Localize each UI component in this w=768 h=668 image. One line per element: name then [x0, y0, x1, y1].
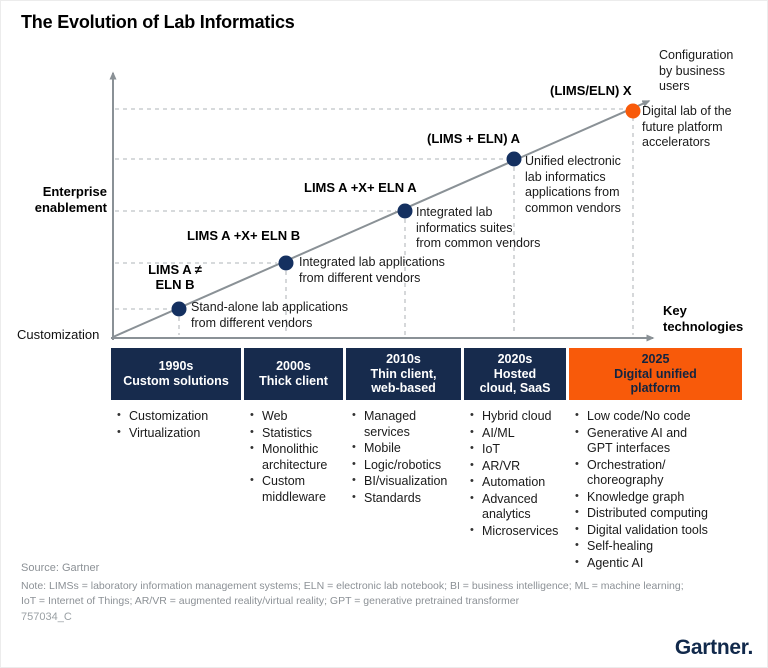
- data-point-lims-a-x-eln-b: [278, 255, 294, 271]
- era-label: 2025: [641, 351, 670, 366]
- point-description-2: Integrated lab applications from differe…: [299, 255, 445, 285]
- point-description-1: Stand-alone lab applications from differ…: [191, 300, 349, 330]
- technology-item: AR/VR: [470, 459, 566, 475]
- technology-item: Digital validation tools: [575, 523, 742, 539]
- technology-item: Standards: [352, 491, 461, 507]
- technology-item: Generative AI and GPT interfaces: [575, 426, 742, 457]
- technology-item: Virtualization: [117, 426, 241, 442]
- era-header-2010s: 2010s Thin client, web-based: [346, 348, 461, 400]
- technology-item: Web: [250, 409, 343, 425]
- data-point-lims-a-neq-eln-b: [171, 301, 187, 317]
- note-text: Note: LIMSs = laboratory information man…: [21, 580, 684, 608]
- dashed-guides: [115, 108, 634, 335]
- era-name: Thick client: [259, 374, 328, 388]
- era-header-2000s: 2000s Thick client: [244, 348, 343, 400]
- technology-item: Knowledge graph: [575, 490, 742, 506]
- technology-item: Custom middleware: [250, 474, 343, 505]
- technology-item: Mobile: [352, 441, 461, 457]
- chart-canvas: [109, 71, 655, 342]
- era-header-1990s: 1990s Custom solutions: [111, 348, 241, 400]
- technology-item: Managed services: [352, 409, 461, 440]
- technology-item: Agentic AI: [575, 556, 742, 572]
- era-header-2020s: 2020s Hosted cloud, SaaS: [464, 348, 566, 400]
- technology-item: Advanced analytics: [470, 492, 566, 523]
- point-label-3: LIMS A +X+ ELN A: [304, 180, 417, 195]
- evolution-arrow: [112, 100, 651, 338]
- technology-item: Hybrid cloud: [470, 409, 566, 425]
- timeline-column-2010s: 2010s Thin client, web-based Managed ser…: [346, 348, 461, 572]
- technology-item: Self-healing: [575, 539, 742, 555]
- timeline-column-2020s: 2020s Hosted cloud, SaaS Hybrid cloud AI…: [464, 348, 566, 572]
- point-description-4: Unified electronic lab informatics appli…: [525, 154, 621, 215]
- era-name: Thin client, web-based: [370, 366, 437, 396]
- data-point-lims-eln-x: [625, 103, 641, 119]
- era-label: 2010s: [386, 351, 421, 366]
- technology-item: Distributed computing: [575, 506, 742, 522]
- evolution-chart: Enterprise enablement Customization Key …: [1, 1, 767, 347]
- technology-list-2025: Low code/No code Generative AI and GPT i…: [569, 409, 742, 571]
- technology-item: Monolithic architecture: [250, 442, 343, 473]
- point-label-1: LIMS A ≠ ELN B: [148, 262, 202, 292]
- timeline: 1990s Custom solutions Customization Vir…: [111, 348, 745, 572]
- technology-item: Low code/No code: [575, 409, 742, 425]
- timeline-column-1990s: 1990s Custom solutions Customization Vir…: [111, 348, 241, 572]
- technology-list-2000s: Web Statistics Monolithic architecture C…: [244, 409, 343, 505]
- era-name: Digital unified platform: [614, 366, 697, 396]
- technology-item: AI/ML: [470, 426, 566, 442]
- technology-item: Customization: [117, 409, 241, 425]
- technology-item: Statistics: [250, 426, 343, 442]
- technology-list-2010s: Managed services Mobile Logic/robotics B…: [346, 409, 461, 506]
- era-label: 2000s: [276, 359, 311, 374]
- point-description-5: Digital lab of the future platform accel…: [642, 104, 732, 150]
- y-axis-label: Enterprise enablement: [34, 184, 107, 215]
- technology-item: Logic/robotics: [352, 458, 461, 474]
- technology-item: Microservices: [470, 524, 566, 540]
- technology-item: Automation: [470, 475, 566, 491]
- point-label-5: (LIMS/ELN) X: [550, 83, 632, 98]
- era-name: Hosted cloud, SaaS: [479, 366, 551, 396]
- data-point-lims-plus-eln-a: [506, 151, 522, 167]
- technology-list-1990s: Customization Virtualization: [111, 409, 241, 441]
- page-title: The Evolution of Lab Informatics: [21, 12, 295, 32]
- era-label: 1990s: [158, 359, 194, 374]
- point-label-4: (LIMS + ELN) A: [427, 131, 521, 146]
- point-label-2: LIMS A +X+ ELN B: [187, 228, 301, 243]
- timeline-column-2000s: 2000s Thick client Web Statistics Monoli…: [244, 348, 343, 572]
- technology-item: IoT: [470, 442, 566, 458]
- origin-label: Customization: [17, 327, 100, 342]
- document-id: 757034_C: [21, 611, 72, 623]
- era-header-2025: 2025 Digital unified platform: [569, 348, 742, 400]
- technology-item: Orchestration/ choreography: [575, 458, 742, 489]
- top-right-annotation: Configuration by business users: [659, 48, 734, 94]
- era-label: 2020s: [497, 351, 533, 366]
- era-name: Custom solutions: [123, 374, 229, 388]
- point-description-3: Integrated lab informatics suites from c…: [416, 205, 541, 251]
- gartner-logo: Gartner.: [674, 636, 753, 659]
- timeline-column-2025: 2025 Digital unified platform Low code/N…: [569, 348, 742, 572]
- technology-list-2020s: Hybrid cloud AI/ML IoT AR/VR Automation …: [464, 409, 566, 539]
- x-axis-label: Key technologies: [663, 303, 744, 334]
- data-point-lims-a-x-eln-a: [397, 203, 413, 219]
- technology-item: BI/visualization: [352, 474, 461, 490]
- source-text: Source: Gartner: [21, 562, 100, 574]
